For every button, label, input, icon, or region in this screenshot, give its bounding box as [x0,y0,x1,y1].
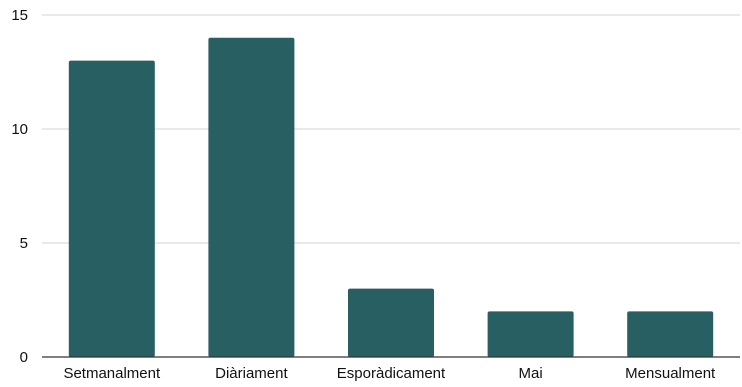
x-tick-label: Setmanalment [63,365,161,382]
bar-diàriament [208,37,295,358]
y-tick-label: 10 [11,121,28,138]
bar-mai [487,311,574,357]
y-axis-tick-labels: 0 5 10 15 [11,7,28,366]
bar-mensualment [627,311,714,357]
bars [68,37,714,358]
gridlines [42,14,740,244]
y-tick-label: 5 [20,235,28,252]
x-tick-label: Diàriament [215,365,288,382]
y-tick-label: 15 [11,7,28,24]
bar-esporàdicament [348,288,434,357]
y-tick-label: 0 [20,349,28,366]
x-tick-label: Esporàdicament [337,365,446,382]
x-axis-tick-labels: Setmanalment Diàriament Esporàdicament Mai M… [63,365,716,382]
x-tick-label: Mensualment [625,365,716,382]
bar-setmanalment [68,60,155,357]
x-tick-label: Mai [519,365,543,382]
